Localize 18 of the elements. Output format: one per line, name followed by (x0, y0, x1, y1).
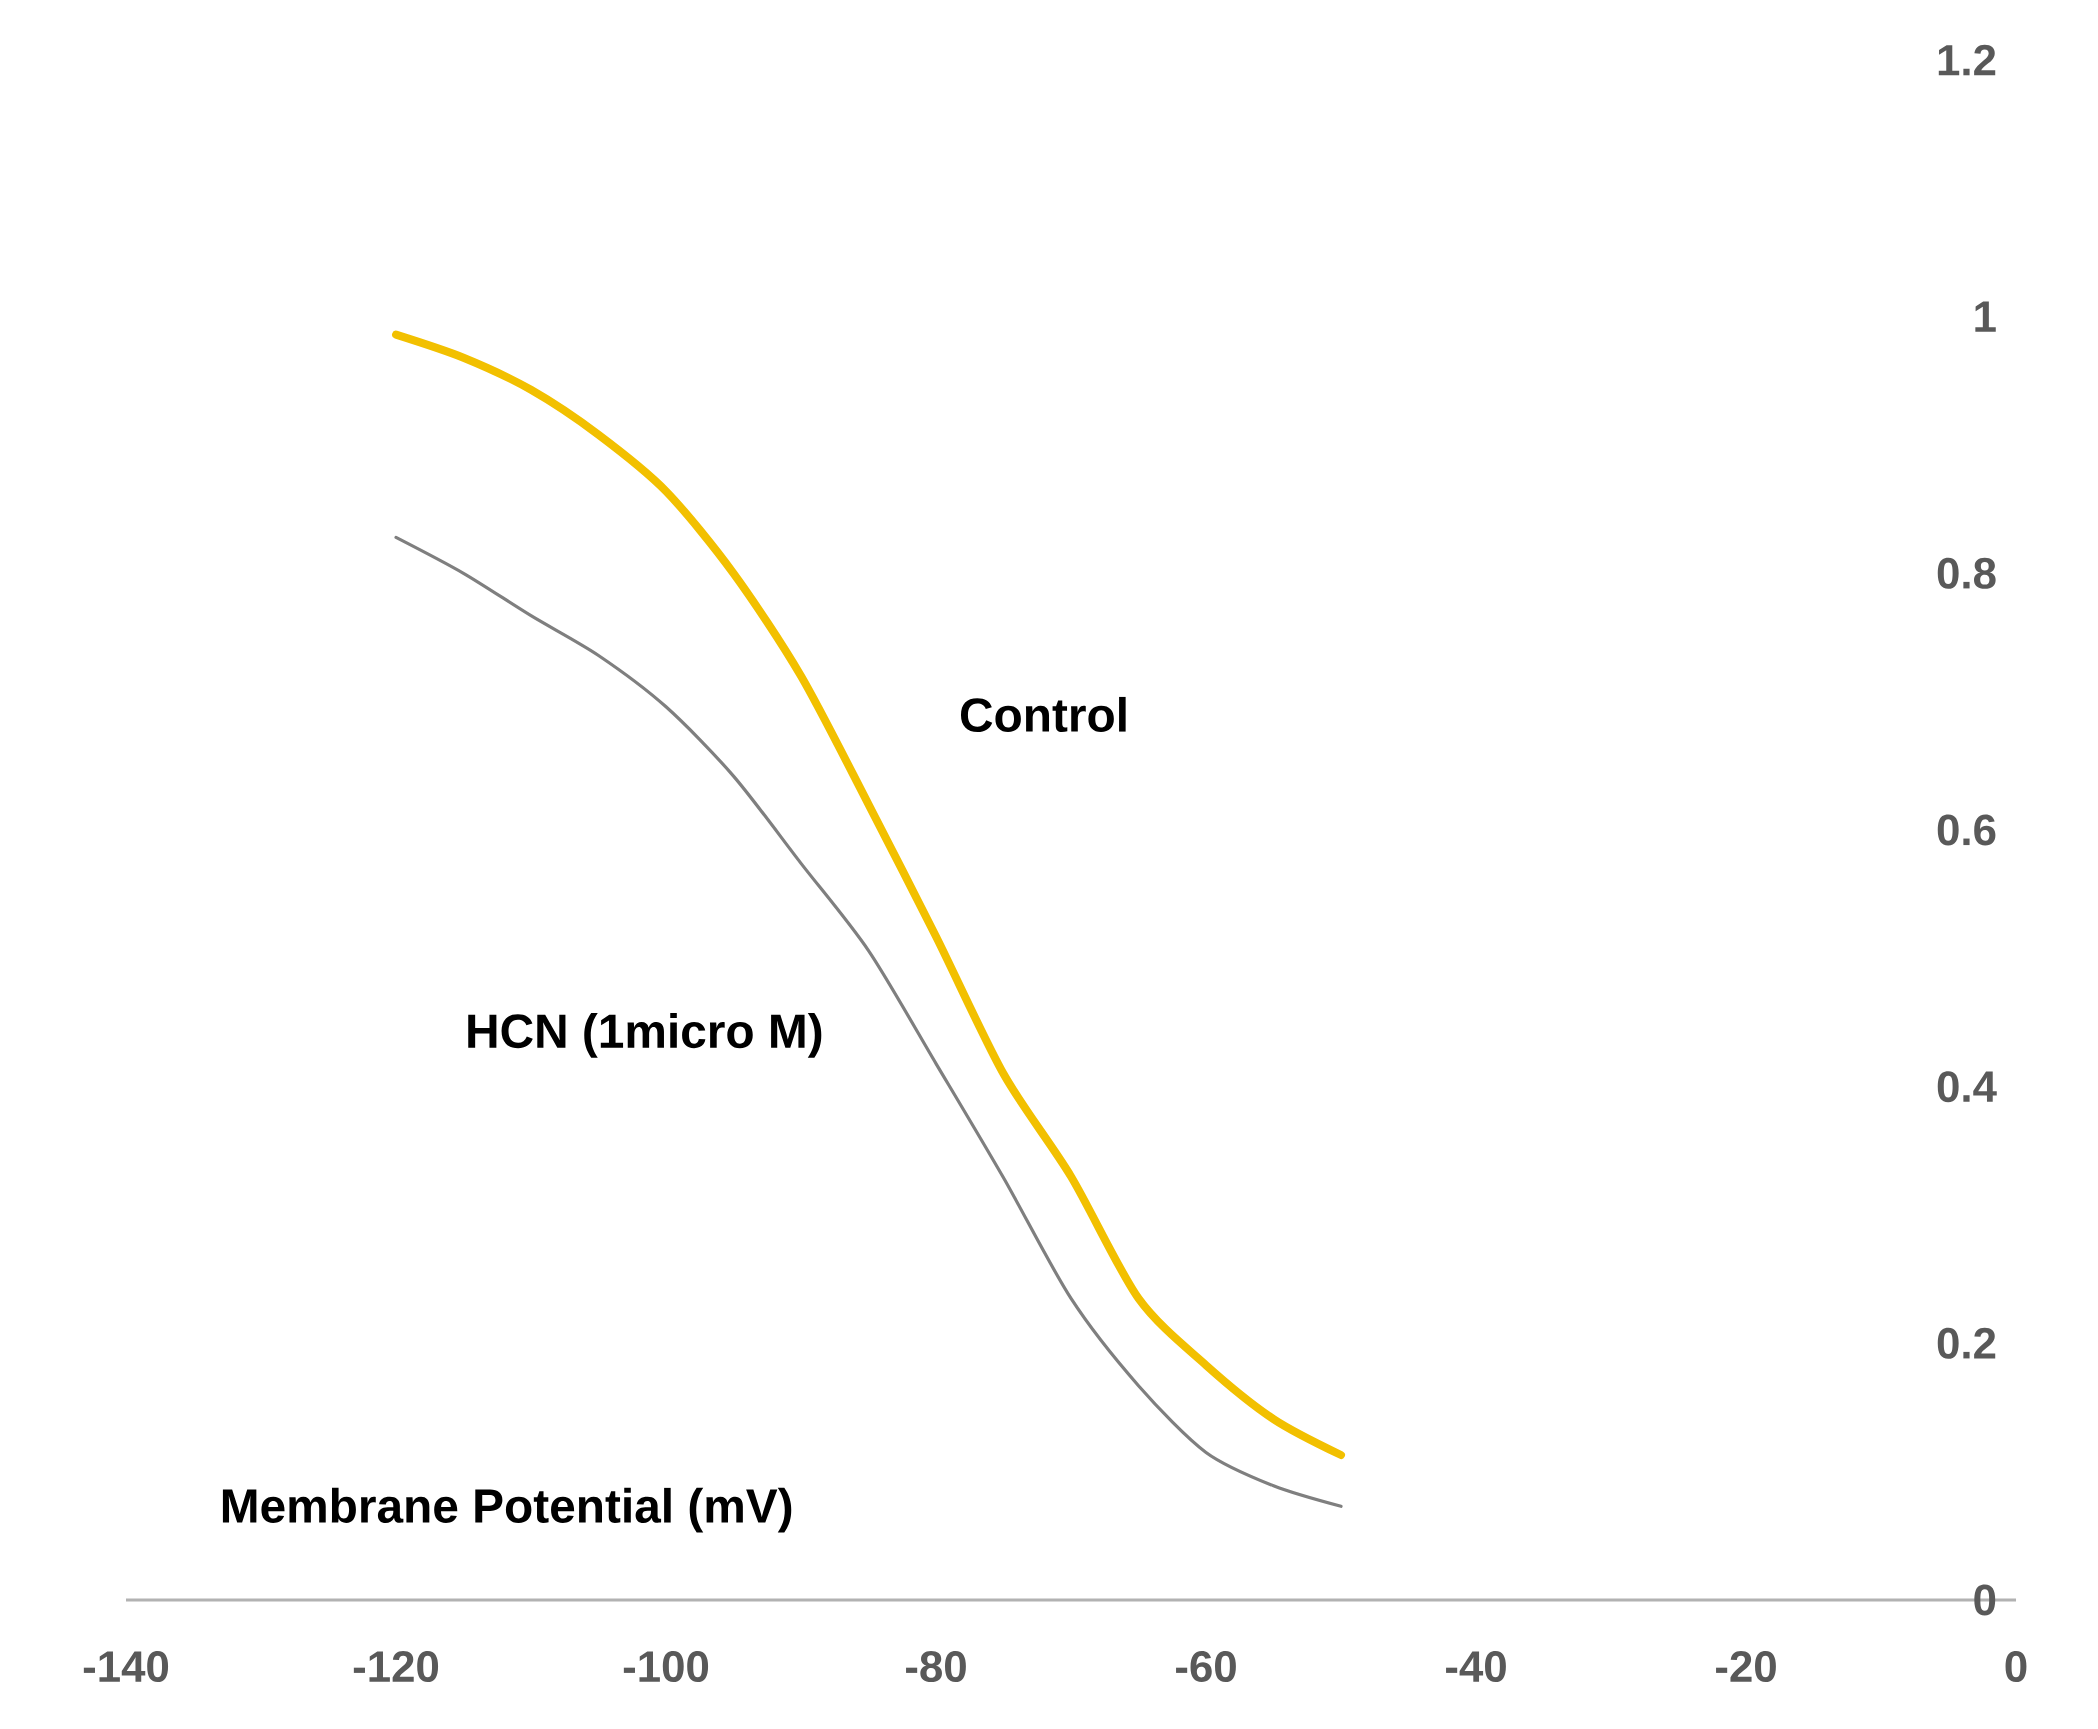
x-tick-label: -40 (1446, 1651, 1506, 1683)
y-tick-label: 1.2 (1938, 44, 1996, 76)
y-tick-label: 0.8 (1937, 557, 1996, 589)
x-tick-label: -20 (1716, 1651, 1776, 1683)
x-tick-label: -80 (906, 1651, 966, 1683)
y-tick-label: 0 (1974, 1584, 1996, 1616)
x-tick-label: -140 (83, 1651, 169, 1683)
y-tick-label: 1 (1975, 301, 1996, 332)
x-tick-label: -100 (623, 1651, 709, 1683)
series-label: HCN (1micro M) (468, 1013, 822, 1058)
text: Control (960, 696, 1126, 733)
y-tick-label: 0.4 (1937, 1071, 1997, 1103)
y-tick-label: 0.6 (1937, 814, 1996, 846)
x-tick-label: -60 (1176, 1651, 1236, 1683)
x-tick-label: -120 (353, 1651, 439, 1683)
y-tick-label: 0.2 (1937, 1327, 1996, 1359)
x-axis-title: Membrane Potential (mV) (222, 1487, 792, 1533)
x-tick-label: 0 (2005, 1651, 2027, 1683)
